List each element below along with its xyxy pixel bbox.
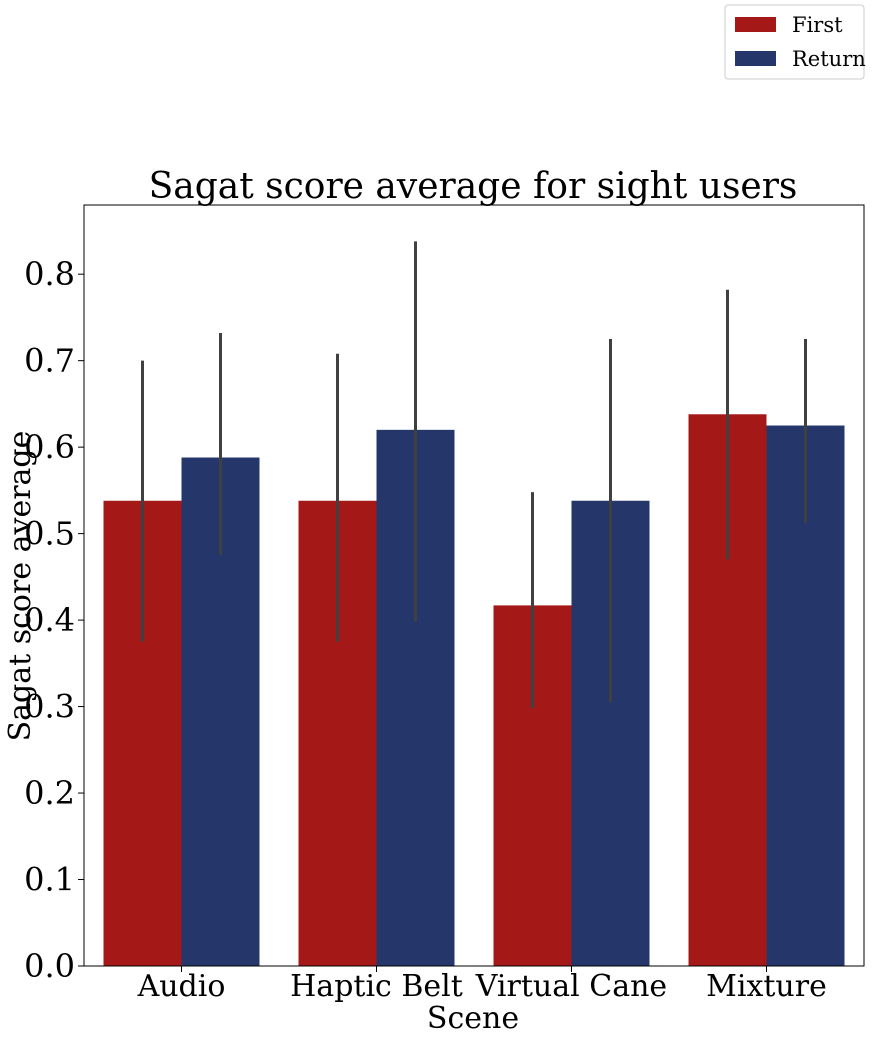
legend-label-return: Return — [792, 47, 866, 71]
x-tick-label-0: Audio — [137, 969, 226, 1004]
y-tick-label-2: 0.2 — [24, 774, 75, 812]
x-axis-label: Scene — [427, 1001, 519, 1036]
x-tick-label-2: Virtual Cane — [475, 969, 667, 1004]
legend: First Return — [724, 4, 866, 80]
legend-swatch-return — [735, 51, 776, 66]
y-axis-label: Sagat score average — [3, 431, 38, 742]
y-tick-label-7: 0.7 — [24, 342, 75, 380]
x-axis: Audio Haptic Belt Virtual Cane Mixture — [137, 966, 827, 1004]
y-tick-label-4: 0.4 — [24, 601, 75, 639]
x-tick-label-3: Mixture — [706, 969, 827, 1004]
y-tick-label-3: 0.3 — [24, 688, 75, 726]
x-tick-label-1: Haptic Belt — [290, 969, 463, 1004]
y-tick-label-1: 0.1 — [24, 861, 75, 899]
y-tick-label-8: 0.8 — [24, 255, 75, 293]
chart-title: Sagat score average for sight users — [149, 166, 798, 207]
y-tick-label-6: 0.6 — [24, 428, 75, 466]
y-tick-label-0: 0.0 — [24, 947, 75, 985]
plot-area — [103, 241, 845, 966]
legend-label-first: First — [792, 13, 843, 37]
plot-frame — [83, 204, 865, 967]
y-tick-label-5: 0.5 — [24, 515, 75, 553]
y-axis: 0.0 0.1 0.2 0.3 0.4 0.5 0.6 0.7 0.8 — [24, 255, 84, 985]
legend-swatch-first — [735, 17, 776, 32]
